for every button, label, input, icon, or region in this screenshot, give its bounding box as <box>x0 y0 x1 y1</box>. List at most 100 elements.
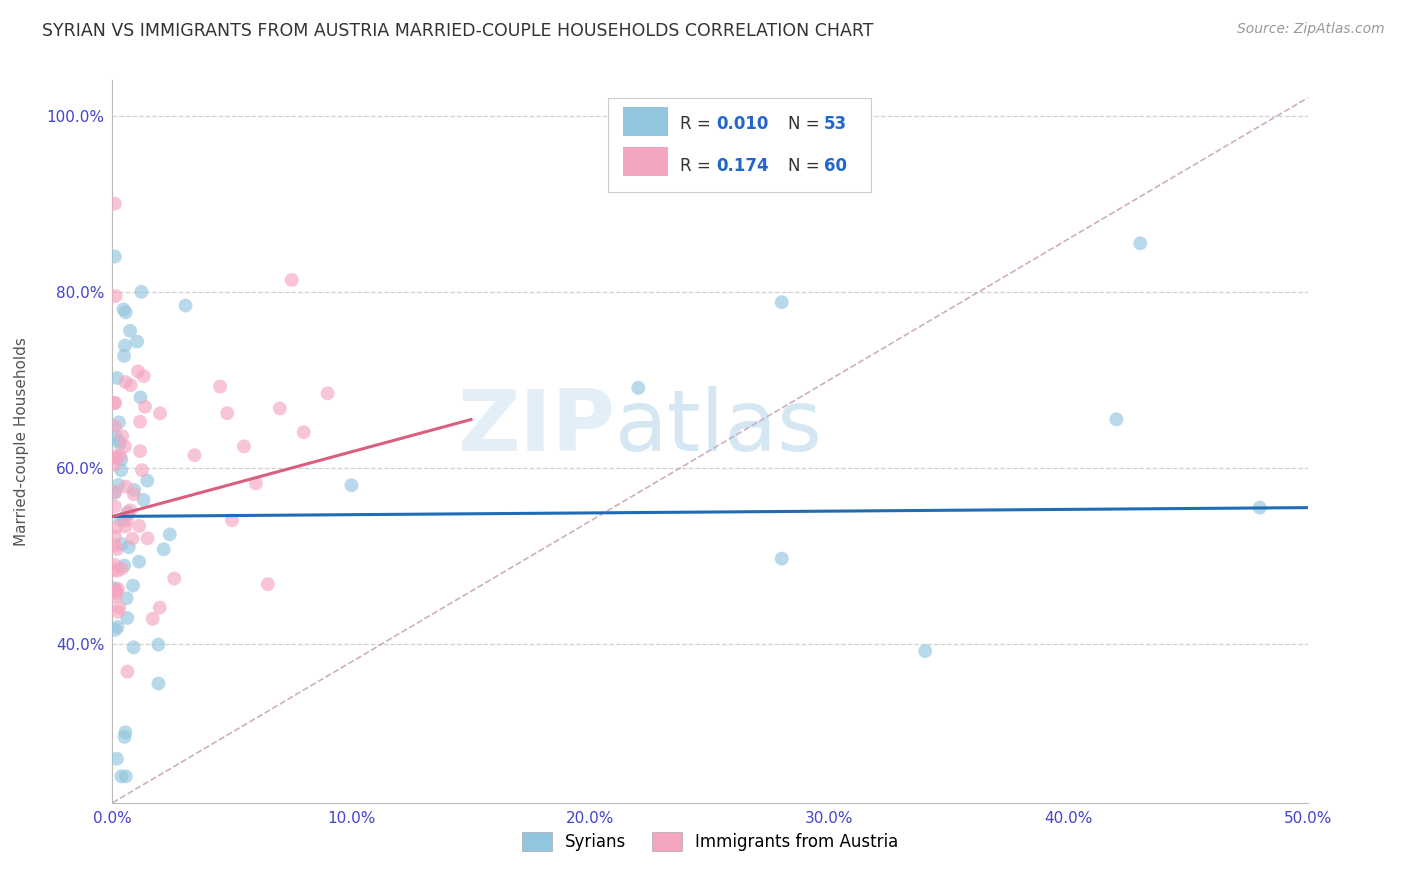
Point <box>131 463 153 477</box>
Text: SYRIAN VS IMMIGRANTS FROM AUSTRIA MARRIED-COUPLE HOUSEHOLDS CORRELATION CHART: SYRIAN VS IMMIGRANTS FROM AUSTRIA MARRIE… <box>42 22 873 40</box>
Point <box>131 285 153 299</box>
Point <box>122 640 145 655</box>
Point <box>104 529 127 543</box>
Point <box>104 485 127 500</box>
Point <box>104 582 127 596</box>
FancyBboxPatch shape <box>623 107 668 136</box>
Point <box>104 289 127 303</box>
Point <box>217 406 239 420</box>
Point <box>104 458 127 472</box>
Point <box>110 463 132 477</box>
Point <box>107 620 129 634</box>
Point <box>770 551 793 566</box>
Point <box>107 605 129 619</box>
Point <box>107 582 129 596</box>
Point <box>122 487 145 501</box>
Point <box>627 381 650 395</box>
FancyBboxPatch shape <box>623 147 668 177</box>
Point <box>114 480 136 494</box>
Point <box>105 541 128 556</box>
Point <box>770 295 793 310</box>
Point <box>104 485 127 500</box>
Point <box>120 503 142 517</box>
Point <box>122 578 145 592</box>
Point <box>112 558 135 573</box>
Point <box>104 450 127 465</box>
Point <box>110 513 132 527</box>
Point <box>136 531 159 545</box>
Point <box>117 505 139 519</box>
Point <box>107 478 129 492</box>
Point <box>104 428 127 442</box>
Point <box>129 444 152 458</box>
Text: ZIP: ZIP <box>457 385 614 468</box>
Point <box>149 406 172 420</box>
Point <box>108 415 131 429</box>
Point <box>108 601 131 615</box>
Point <box>114 769 136 783</box>
Point <box>129 390 152 404</box>
Point <box>104 558 127 572</box>
Text: 0.174: 0.174 <box>716 157 769 175</box>
Point <box>148 676 170 690</box>
Legend: Syrians, Immigrants from Austria: Syrians, Immigrants from Austria <box>513 823 907 860</box>
Point <box>152 542 174 557</box>
Point <box>1249 500 1271 515</box>
Text: 53: 53 <box>824 115 846 133</box>
Point <box>110 452 132 467</box>
Point <box>110 769 132 783</box>
Point <box>128 519 150 533</box>
Point <box>111 537 134 551</box>
FancyBboxPatch shape <box>609 98 872 193</box>
Point <box>281 273 304 287</box>
Point <box>292 425 315 440</box>
Text: N =: N = <box>787 115 824 133</box>
Point <box>129 415 152 429</box>
Point <box>104 590 127 604</box>
Point <box>108 450 131 464</box>
Point <box>104 623 127 637</box>
Point <box>118 540 141 554</box>
Point <box>163 572 186 586</box>
Point <box>245 476 267 491</box>
Point <box>269 401 291 416</box>
Point <box>159 527 181 541</box>
Point <box>340 478 363 492</box>
Point <box>104 563 127 577</box>
Point <box>105 752 128 766</box>
Point <box>112 349 135 363</box>
Point <box>120 378 142 392</box>
Point <box>104 582 127 597</box>
Text: N =: N = <box>787 157 824 175</box>
Point <box>174 299 197 313</box>
Point <box>105 564 128 578</box>
Point <box>114 305 136 319</box>
Point <box>132 492 155 507</box>
Point <box>111 562 134 576</box>
Point <box>115 514 138 528</box>
Point <box>118 324 141 338</box>
Text: Source: ZipAtlas.com: Source: ZipAtlas.com <box>1237 22 1385 37</box>
Point <box>136 474 159 488</box>
Point <box>104 538 127 552</box>
Point <box>112 302 135 317</box>
Point <box>107 434 129 448</box>
Point <box>121 532 143 546</box>
Point <box>134 400 156 414</box>
Point <box>122 483 145 497</box>
Point <box>115 591 138 606</box>
Point <box>114 375 136 389</box>
Point <box>104 196 127 211</box>
Point <box>233 439 256 453</box>
Text: R =: R = <box>681 157 716 175</box>
Point <box>125 334 148 349</box>
Point <box>142 612 165 626</box>
Point <box>117 507 139 521</box>
Point <box>114 725 136 739</box>
Point <box>104 500 127 514</box>
Point <box>111 429 134 443</box>
Point <box>114 730 136 744</box>
Point <box>104 449 127 463</box>
Point <box>104 396 127 410</box>
Point <box>1129 236 1152 251</box>
